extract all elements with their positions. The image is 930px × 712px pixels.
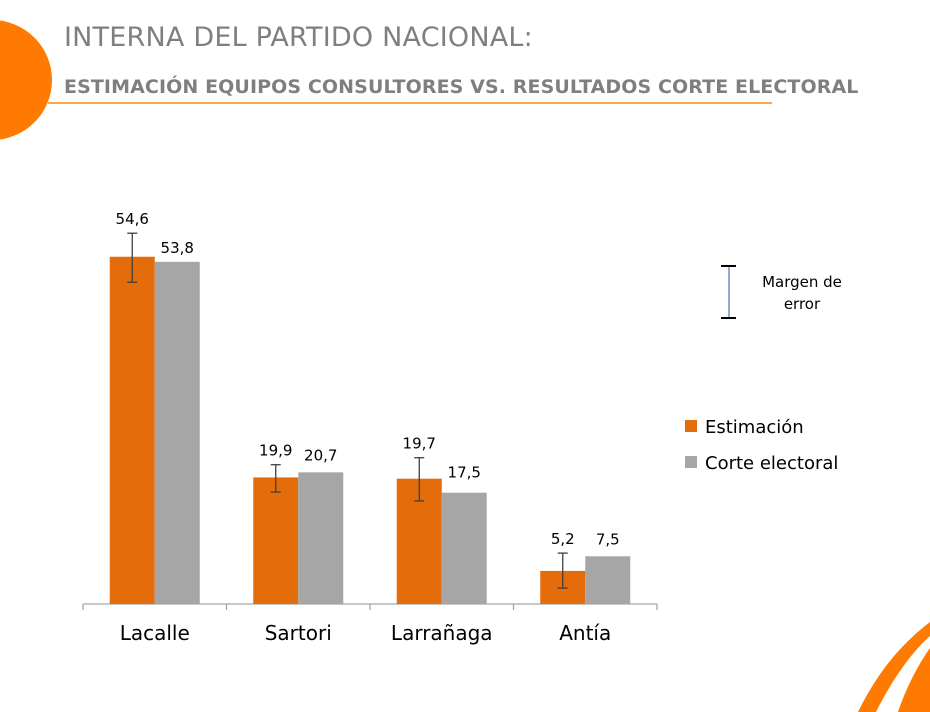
- page-subtitle: ESTIMACIÓN EQUIPOS CONSULTORES VS. RESUL…: [64, 76, 859, 98]
- data-labels: 54,6 53,8 19,9 20,7 19,7 17,5 5,2 7,5: [116, 210, 620, 548]
- data-label-corte-electoral-2: 17,5: [448, 464, 481, 482]
- bar-estimacion-1: [253, 477, 299, 604]
- title-divider: [48, 102, 772, 104]
- error-legend-label-line2: error: [784, 295, 821, 313]
- category-label-2: Larrañaga: [391, 621, 493, 645]
- category-label-0: Lacalle: [120, 621, 190, 645]
- legend-swatch-corte-electoral: [685, 456, 697, 468]
- data-label-estimacion-1: 19,9: [259, 442, 292, 460]
- bar-corte-electoral-3: [585, 556, 631, 604]
- error-legend-label-line1: Margen de: [762, 273, 842, 291]
- legend-label-estimacion: Estimación: [705, 417, 804, 438]
- data-label-estimacion-2: 19,7: [403, 435, 436, 453]
- data-label-corte-electoral-1: 20,7: [304, 446, 337, 464]
- data-label-corte-electoral-0: 53,8: [161, 239, 194, 257]
- legend-label-corte-electoral: Corte electoral: [705, 453, 838, 474]
- data-label-corte-electoral-3: 7,5: [596, 530, 620, 548]
- data-label-estimacion-0: 54,6: [116, 210, 149, 228]
- legend-swatch-estimacion: [685, 420, 697, 432]
- page-title: INTERNA DEL PARTIDO NACIONAL:: [64, 22, 533, 53]
- x-axis: [82, 603, 658, 610]
- category-labels: Lacalle Sartori Larrañaga Antía: [120, 621, 612, 645]
- decorative-swoosh: [858, 622, 930, 712]
- bar-corte-electoral-1: [298, 472, 344, 604]
- data-label-estimacion-3: 5,2: [551, 530, 575, 548]
- error-bars: [127, 232, 568, 589]
- legend: Estimación Corte electoral: [685, 417, 838, 474]
- bar-estimacion-0: [109, 256, 155, 604]
- bar-corte-electoral-2: [441, 492, 487, 604]
- error-legend: Margen de error: [721, 265, 842, 319]
- category-label-3: Antía: [559, 621, 611, 645]
- bar-corte-electoral-0: [154, 261, 200, 604]
- bars: [109, 256, 631, 604]
- category-label-1: Sartori: [265, 621, 332, 645]
